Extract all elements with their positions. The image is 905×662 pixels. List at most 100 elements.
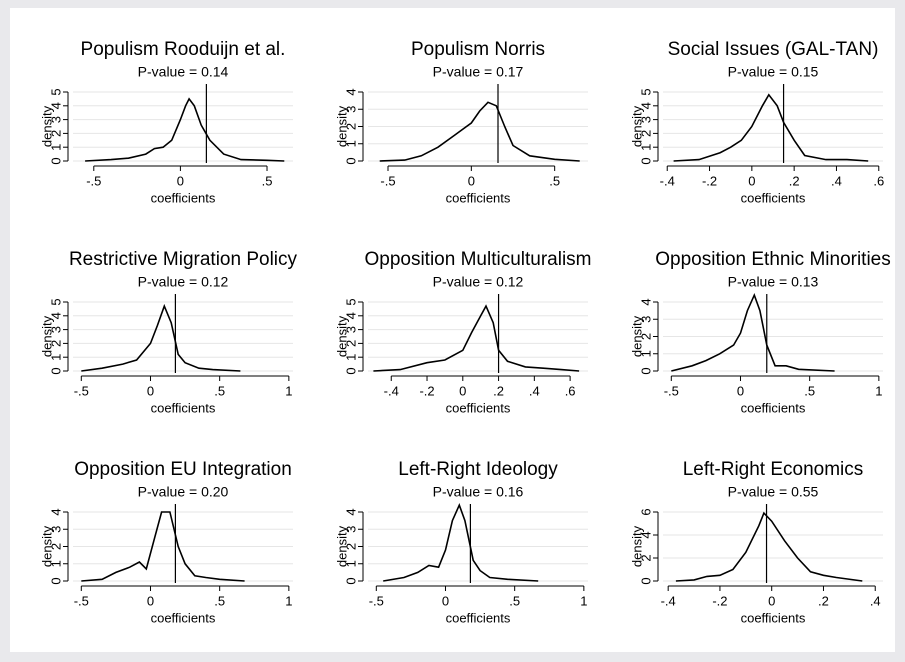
chart-title: Opposition Ethnic Minorities — [655, 249, 891, 270]
chart-title: Left-Right Economics — [683, 459, 864, 480]
chart-subtitle: P-value = 0.15 — [728, 64, 819, 80]
chart-subtitle: P-value = 0.12 — [138, 274, 229, 290]
y-axis-label: density — [39, 315, 54, 357]
y-tick-label: 1 — [48, 560, 63, 567]
y-tick-label: 3 — [48, 116, 63, 123]
y-tick-label: 5 — [48, 88, 63, 95]
y-axis-label: density — [334, 105, 349, 147]
x-tick-label: .2 — [789, 173, 800, 188]
y-tick-label: 0 — [638, 367, 653, 374]
y-tick-label: 3 — [343, 526, 358, 533]
y-tick-label: 0 — [48, 367, 63, 374]
y-tick-label: 0 — [638, 157, 653, 164]
density-line — [85, 97, 285, 162]
y-axis-label: density — [39, 525, 54, 567]
chart-title: Opposition Multiculturalism — [364, 249, 591, 270]
x-axis-label: coefficients — [446, 190, 511, 205]
x-tick-label: -.5 — [74, 383, 89, 398]
chart-subtitle: P-value = 0.16 — [433, 484, 524, 500]
chart-title: Left-Right Ideology — [398, 459, 558, 480]
x-tick-label: .4 — [870, 593, 881, 608]
density-line — [383, 502, 539, 582]
x-tick-label: -.4 — [384, 383, 399, 398]
y-tick-label: 1 — [343, 354, 358, 361]
chart-title: Populism Norris — [411, 39, 545, 60]
x-tick-label: -.5 — [369, 593, 384, 608]
y-tick-label: 3 — [343, 106, 358, 113]
x-axis-label: coefficients — [151, 400, 216, 415]
x-tick-label: 0 — [442, 593, 449, 608]
y-tick-label: 4 — [343, 312, 358, 319]
y-tick-label: 4 — [638, 298, 653, 305]
x-tick-label: 1 — [285, 593, 292, 608]
y-tick-label: 1 — [638, 144, 653, 151]
y-tick-label: 4 — [638, 102, 653, 109]
chart-subtitle: P-value = 0.14 — [138, 64, 229, 80]
x-tick-label: 1 — [875, 383, 882, 398]
y-tick-label: 4 — [48, 102, 63, 109]
y-tick-label: 4 — [48, 508, 63, 515]
y-axis-label: density — [334, 525, 349, 567]
x-tick-label: -.4 — [660, 173, 675, 188]
x-tick-label: .2 — [493, 383, 504, 398]
x-tick-label: 0 — [177, 173, 184, 188]
x-axis-label: coefficients — [741, 400, 806, 415]
y-tick-label: 2 — [343, 123, 358, 130]
x-tick-label: .5 — [509, 593, 520, 608]
x-tick-label: -.4 — [661, 593, 676, 608]
chart-title: Social Issues (GAL-TAN) — [668, 39, 879, 60]
x-tick-label: .5 — [262, 173, 273, 188]
y-tick-label: 0 — [343, 577, 358, 584]
chart-title: Populism Rooduijn et al. — [81, 39, 286, 60]
y-tick-label: 3 — [638, 316, 653, 323]
x-tick-label: .6 — [565, 383, 576, 398]
y-axis-label: density — [39, 105, 54, 147]
x-axis-label: coefficients — [446, 610, 511, 625]
y-axis-label: density — [629, 525, 644, 567]
y-tick-label: 2 — [48, 340, 63, 347]
y-tick-label: 2 — [48, 543, 63, 550]
density-line — [81, 511, 245, 582]
y-tick-label: 3 — [48, 326, 63, 333]
density-line — [675, 511, 863, 582]
y-tick-label: 1 — [343, 560, 358, 567]
x-tick-label: 0 — [768, 593, 775, 608]
y-tick-label: 0 — [343, 367, 358, 374]
y-tick-label: 0 — [638, 577, 653, 584]
density-line — [81, 303, 241, 372]
x-tick-label: 0 — [147, 383, 154, 398]
y-tick-label: 5 — [48, 298, 63, 305]
y-tick-label: 5 — [638, 88, 653, 95]
x-tick-label: 1 — [285, 383, 292, 398]
x-tick-label: .6 — [873, 173, 884, 188]
y-axis-label: density — [334, 315, 349, 357]
x-tick-label: .2 — [818, 593, 829, 608]
x-tick-label: .5 — [549, 173, 560, 188]
x-tick-label: -.2 — [712, 593, 727, 608]
x-tick-label: -.2 — [419, 383, 434, 398]
chart-subtitle: P-value = 0.17 — [433, 64, 524, 80]
y-tick-label: 1 — [48, 144, 63, 151]
y-tick-label: 1 — [343, 140, 358, 147]
y-tick-label: 3 — [638, 116, 653, 123]
x-tick-label: 0 — [748, 173, 755, 188]
y-tick-label: 2 — [343, 543, 358, 550]
density-line — [373, 304, 580, 372]
y-tick-label: 2 — [638, 554, 653, 561]
x-axis-label: coefficients — [151, 610, 216, 625]
y-tick-label: 3 — [343, 326, 358, 333]
x-tick-label: -.5 — [664, 383, 679, 398]
x-tick-label: -.5 — [74, 593, 89, 608]
density-line — [673, 93, 869, 162]
y-tick-label: 2 — [48, 130, 63, 137]
y-tick-label: 4 — [343, 88, 358, 95]
x-tick-label: 1 — [580, 593, 587, 608]
chart-subtitle: P-value = 0.20 — [138, 484, 229, 500]
x-tick-label: .5 — [804, 383, 815, 398]
y-tick-label: 0 — [48, 157, 63, 164]
x-tick-label: -.5 — [380, 173, 395, 188]
y-tick-label: 1 — [638, 350, 653, 357]
y-tick-label: 4 — [48, 312, 63, 319]
chart-subtitle: P-value = 0.55 — [728, 484, 819, 500]
